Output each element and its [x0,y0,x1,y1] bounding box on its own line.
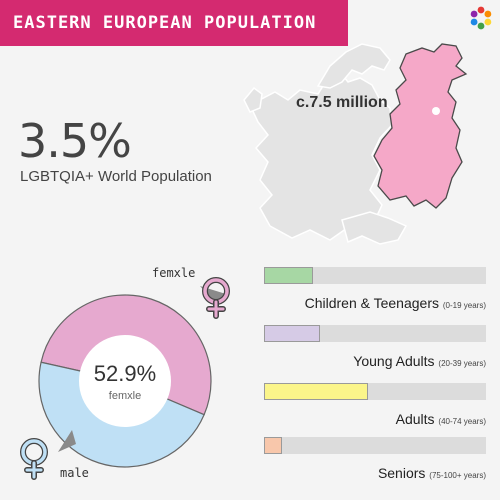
bar-label-adults: Adults (40-74 years) [396,411,486,427]
bar-category: Adults [395,411,435,427]
bar-range: (0-19 years) [442,301,486,310]
bar-fill-adults [264,383,369,400]
male-callout-label: male [60,466,89,480]
female-symbol-icon [202,277,230,319]
map-marker [432,107,440,115]
bar-range: (40-74 years) [438,417,486,426]
bar-category: Seniors [377,465,426,481]
bar-fill-young-adults [264,325,320,342]
rainbow-flower-logo-icon [470,6,492,30]
population-count-label: c.7.5 million [296,94,388,111]
bar-fill-seniors [264,437,282,454]
bar-track [264,325,486,342]
donut-center-value: 52.9% [94,361,156,386]
female-callout-label: femxle [152,266,195,280]
page-title: EASTERN EUROPEAN POPULATION [13,13,317,33]
bar-label-seniors: Seniors (75-100+ years) [378,465,486,481]
title-banner: EASTERN EUROPEAN POPULATION [0,0,348,46]
southern-europe-shape [341,211,408,245]
bar-label-young-adults: Young Adults (20-39 years) [353,353,486,369]
bar-fill-children [264,267,313,284]
male-symbol-icon [20,438,48,480]
bar-track [264,267,486,284]
headline-caption: LGBTQIA+ World Population [20,168,212,185]
bar-track [264,437,486,454]
male-callout-pointer [58,430,76,452]
gender-donut-chart: 52.9% femxle femxle male [20,266,230,480]
eastern-europe-highlight [373,43,468,209]
bar-range: (75-100+ years) [429,471,486,480]
donut-center [79,335,171,427]
headline-percent: 3.5% [18,114,132,168]
scandinavia-shape [316,43,391,89]
british-isles-shape [243,86,263,113]
bar-category: Children & Teenagers [304,295,439,311]
donut-center-label: femxle [109,390,141,402]
bar-range: (20-39 years) [438,359,486,368]
bar-label-children: Children & Teenagers (0-19 years) [305,295,486,311]
bar-track [264,383,486,400]
europe-map [243,43,468,245]
bar-category: Young Adults [353,353,435,369]
